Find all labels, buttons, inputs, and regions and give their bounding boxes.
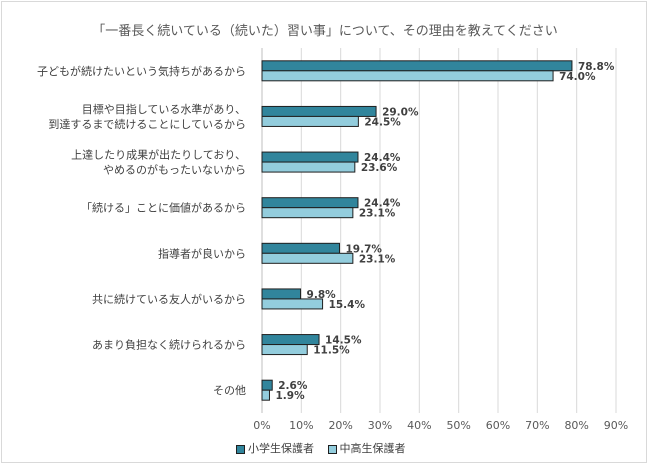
data-label: 24.4% [364,152,401,164]
category-label: 上達したり成果が出たりしており、 [71,148,246,162]
data-label: 23.1% [359,208,396,220]
bar-elementary [261,334,320,346]
bar-elementary [261,242,340,254]
legend-swatch-elementary [236,444,245,454]
bar-secondary [261,70,554,82]
legend-swatch-secondary [327,444,337,454]
data-label: 9.8% [307,289,337,301]
data-label: 74.0% [559,71,596,83]
chart-title: 「一番長く続いている（続いた）習い事」について、その理由を教えてください [92,24,558,39]
data-label: 11.5% [313,345,350,357]
x-tick-label: 90% [604,419,628,432]
x-tick-label: 80% [564,419,588,432]
category-label: あまり負担なく続けられるから [92,338,246,352]
x-tick-label: 70% [525,419,549,432]
bar-elementary [261,151,359,163]
data-label: 24.5% [364,116,401,128]
x-tick-label: 0% [253,419,270,432]
legend-label-elementary: 小学生保護者 [248,442,314,455]
data-label: 14.5% [325,335,362,347]
x-tick-label: 40% [407,419,431,432]
bar-secondary [261,115,359,127]
bar-elementary [261,60,573,72]
bar-elementary [261,379,273,391]
category-label: 共に続けている友人がいるから [92,292,246,306]
category-label: 子どもが続けたいという気持ちがあるから [37,64,246,78]
bar-secondary [261,298,324,310]
data-label: 24.4% [364,198,401,210]
data-label: 23.6% [361,162,398,174]
data-label: 1.9% [275,390,305,402]
legend-item-elementary: 小学生保護者 [236,440,314,456]
data-label: 78.8% [578,61,615,73]
x-tick-label: 30% [368,419,392,432]
data-label: 23.1% [359,253,396,265]
data-label: 2.6% [278,380,308,392]
category-label: やめるのがもったいないから [103,163,246,177]
category-label: 目標や目指している水準があり、 [82,102,246,116]
bar-secondary [261,207,354,219]
bar-secondary [261,389,270,401]
category-label: 指導者が良いから [158,246,246,260]
data-label: 29.0% [382,106,419,118]
x-tick-label: 20% [328,419,352,432]
legend: 小学生保護者 中高生保護者 [236,440,416,456]
bar-secondary [261,344,308,356]
x-tick-label: 60% [486,419,510,432]
x-tick-label: 50% [446,419,470,432]
legend-label-secondary: 中高生保護者 [339,442,406,455]
x-tick-label: 10% [289,419,313,432]
bar-elementary [261,105,377,117]
category-label: 到達するまで続けることにしているから [48,117,246,131]
category-label: 「続ける」ことに価値があるから [81,201,246,215]
bar-secondary [261,252,354,264]
bar-secondary [261,161,356,173]
data-label: 19.7% [345,243,382,255]
data-label: 15.4% [329,299,366,311]
bar-elementary [261,288,302,300]
legend-item-secondary: 中高生保護者 [327,440,406,456]
bar-elementary [261,197,359,209]
category-label: その他 [213,384,246,397]
